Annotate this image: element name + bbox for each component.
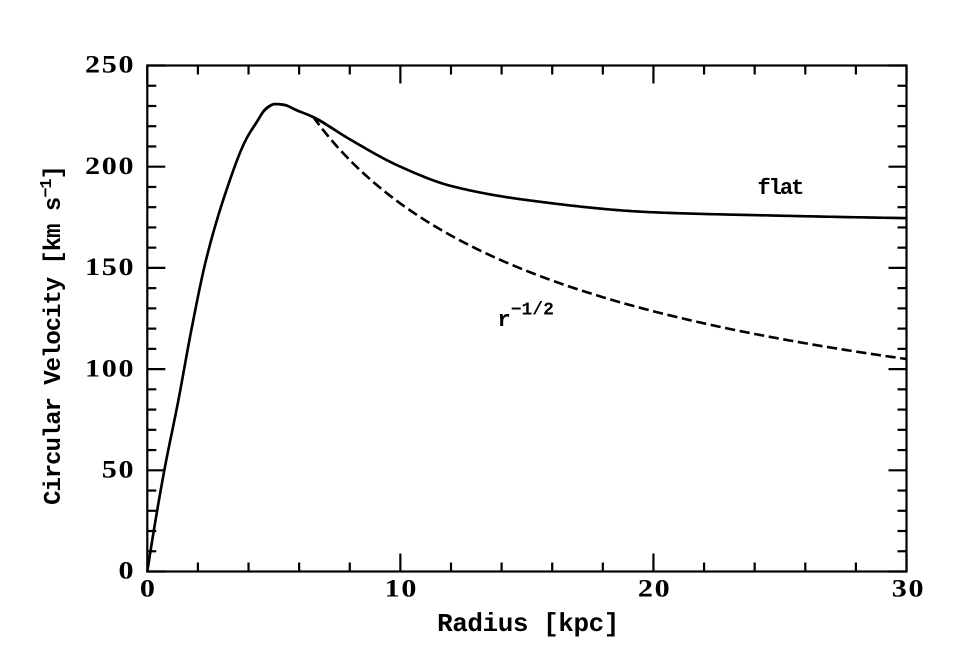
svg-text:flat: flat	[758, 176, 804, 201]
svg-text:0: 0	[119, 557, 136, 585]
svg-text:50: 50	[102, 456, 135, 484]
svg-text:100: 100	[85, 354, 135, 382]
svg-text:30: 30	[892, 575, 925, 603]
svg-text:200: 200	[85, 152, 135, 180]
svg-text:Radius [kpc]: Radius [kpc]	[437, 609, 619, 639]
svg-text:Circular Velocity [km s−1]: Circular Velocity [km s−1]	[38, 166, 68, 505]
svg-text:20: 20	[638, 575, 671, 603]
svg-text:0: 0	[140, 575, 157, 603]
svg-text:150: 150	[85, 253, 135, 281]
svg-text:250: 250	[85, 51, 135, 79]
svg-text:10: 10	[385, 575, 418, 603]
